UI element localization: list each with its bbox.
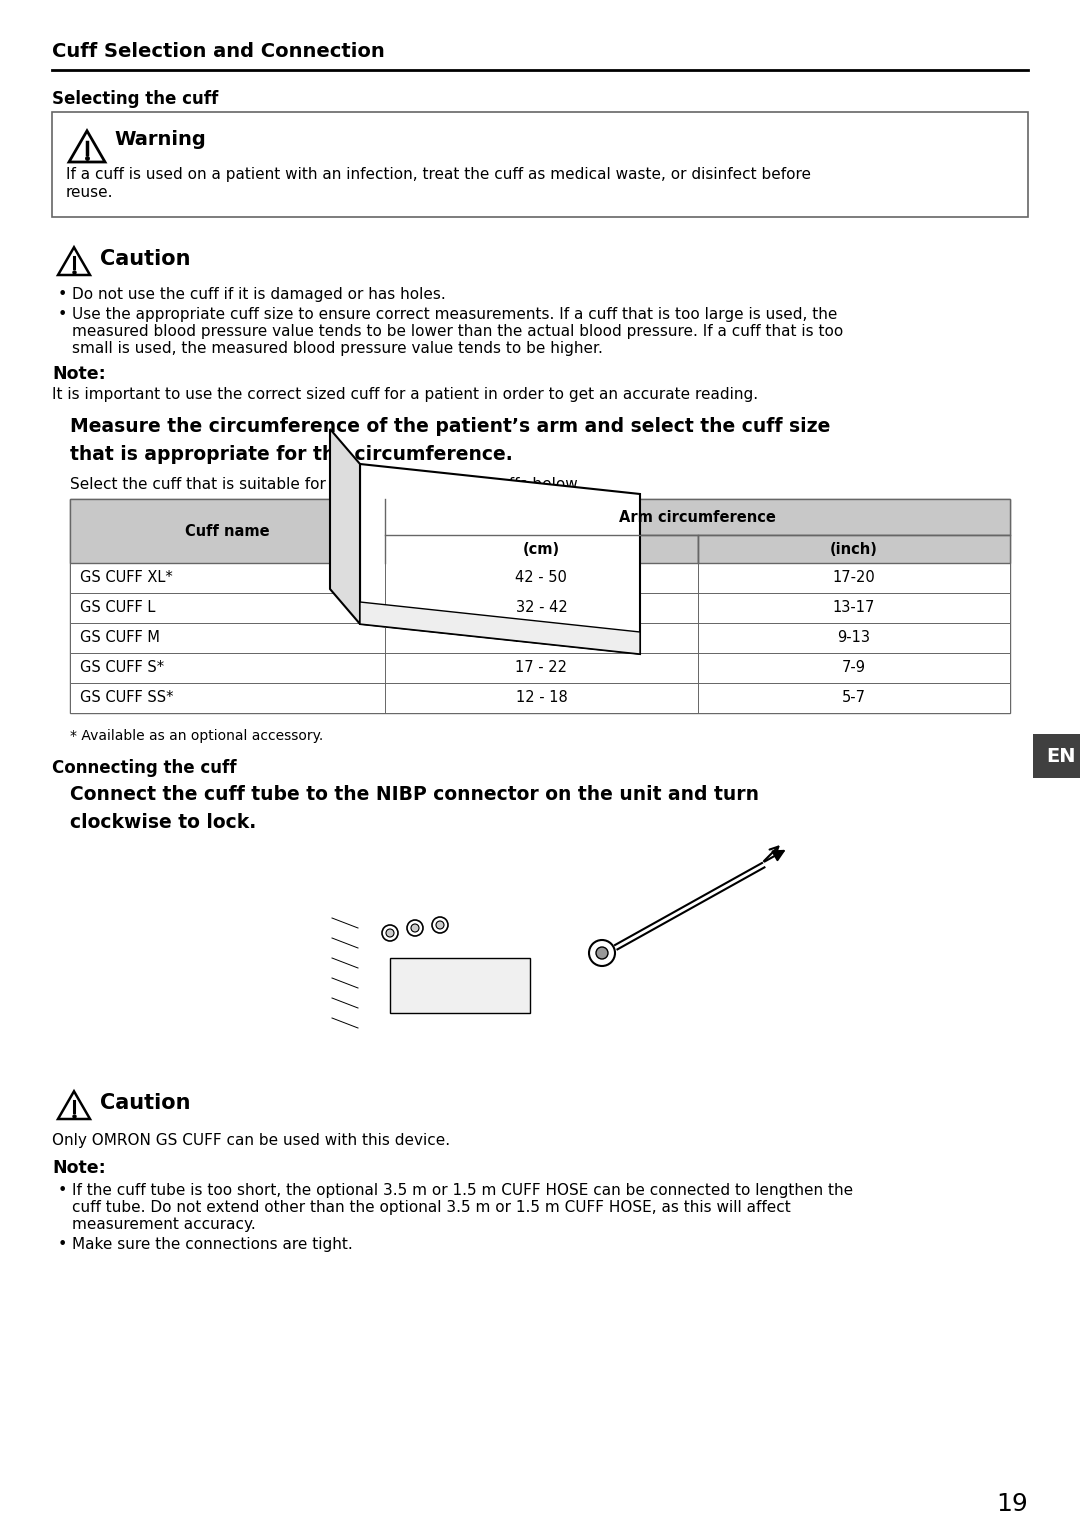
Polygon shape: [360, 602, 640, 654]
Bar: [1032, 734, 1080, 777]
Text: measured blood pressure value tends to be lower than the actual blood pressure. : measured blood pressure value tends to b…: [72, 324, 843, 339]
Circle shape: [407, 919, 423, 936]
Text: (inch): (inch): [831, 542, 878, 556]
Bar: [70, 499, 384, 563]
Text: GS CUFF L: GS CUFF L: [80, 600, 156, 615]
Text: Measure the circumference of the patient’s arm and select the cuff size: Measure the circumference of the patient…: [70, 417, 831, 437]
Text: (cm): (cm): [523, 542, 559, 556]
Text: 17-20: 17-20: [833, 571, 875, 585]
Text: •: •: [58, 307, 67, 322]
Text: Caution: Caution: [100, 1093, 190, 1113]
Polygon shape: [330, 429, 360, 625]
Text: 22 - 32: 22 - 32: [515, 631, 567, 646]
Text: Caution: Caution: [100, 249, 190, 269]
Text: Arm circumference: Arm circumference: [619, 510, 775, 524]
Text: Use the appropriate cuff size to ensure correct measurements. If a cuff that is : Use the appropriate cuff size to ensure …: [72, 307, 837, 322]
Text: EN: EN: [1045, 747, 1076, 765]
Text: Warning: Warning: [114, 130, 206, 150]
Circle shape: [589, 941, 615, 967]
Text: It is important to use the correct sized cuff for a patient in order to get an a: It is important to use the correct sized…: [52, 386, 758, 402]
Text: Note:: Note:: [52, 365, 106, 383]
Text: 9-13: 9-13: [837, 631, 870, 646]
Text: 32 - 42: 32 - 42: [515, 600, 567, 615]
Text: Only OMRON GS CUFF can be used with this device.: Only OMRON GS CUFF can be used with this…: [52, 1133, 450, 1148]
Text: GS CUFF S*: GS CUFF S*: [80, 661, 164, 675]
Text: Make sure the connections are tight.: Make sure the connections are tight.: [72, 1237, 353, 1252]
Bar: [70, 654, 1010, 683]
Text: •: •: [58, 287, 67, 302]
Text: GS CUFF XL*: GS CUFF XL*: [80, 571, 173, 585]
Text: •: •: [58, 1183, 67, 1199]
Text: Do not use the cuff if it is damaged or has holes.: Do not use the cuff if it is damaged or …: [72, 287, 446, 302]
Text: clockwise to lock.: clockwise to lock.: [70, 812, 256, 832]
Bar: [70, 499, 1010, 713]
Text: reuse.: reuse.: [66, 185, 113, 200]
Text: * Available as an optional accessory.: * Available as an optional accessory.: [70, 728, 323, 744]
Text: 5-7: 5-7: [842, 690, 866, 705]
Text: 42 - 50: 42 - 50: [515, 571, 567, 585]
Text: 7-9: 7-9: [842, 661, 866, 675]
Bar: [698, 534, 1010, 563]
Circle shape: [596, 947, 608, 959]
Text: measurement accuracy.: measurement accuracy.: [72, 1217, 256, 1232]
Text: small is used, the measured blood pressure value tends to be higher.: small is used, the measured blood pressu…: [72, 341, 603, 356]
Bar: [70, 683, 1010, 713]
Bar: [390, 957, 530, 1012]
Text: 19: 19: [996, 1492, 1028, 1516]
Circle shape: [432, 918, 448, 933]
Circle shape: [386, 928, 394, 938]
Circle shape: [436, 921, 444, 928]
Text: Connect the cuff tube to the NIBP connector on the unit and turn: Connect the cuff tube to the NIBP connec…: [70, 785, 759, 805]
Text: Selecting the cuff: Selecting the cuff: [52, 90, 218, 108]
Bar: [70, 592, 1010, 623]
Polygon shape: [58, 247, 90, 275]
Text: GS CUFF SS*: GS CUFF SS*: [80, 690, 174, 705]
Bar: [70, 623, 1010, 654]
Text: •: •: [58, 1237, 67, 1252]
Text: Cuff name: Cuff name: [185, 524, 270, 539]
Text: Cuff Selection and Connection: Cuff Selection and Connection: [52, 43, 384, 61]
Text: 17 - 22: 17 - 22: [515, 661, 567, 675]
Polygon shape: [69, 131, 105, 162]
Text: that is appropriate for the circumference.: that is appropriate for the circumferenc…: [70, 444, 513, 464]
Polygon shape: [58, 1092, 90, 1119]
Text: Note:: Note:: [52, 1159, 106, 1177]
Bar: [70, 563, 1010, 592]
Text: 12 - 18: 12 - 18: [515, 690, 567, 705]
Text: cuff tube. Do not extend other than the optional 3.5 m or 1.5 m CUFF HOSE, as th: cuff tube. Do not extend other than the …: [72, 1200, 791, 1215]
Bar: [384, 534, 698, 563]
Circle shape: [411, 924, 419, 931]
Circle shape: [382, 925, 399, 941]
Bar: [384, 499, 1010, 534]
Text: GS CUFF M: GS CUFF M: [80, 631, 160, 646]
Text: 13-17: 13-17: [833, 600, 875, 615]
Text: If the cuff tube is too short, the optional 3.5 m or 1.5 m CUFF HOSE can be conn: If the cuff tube is too short, the optio…: [72, 1183, 853, 1199]
Text: Select the cuff that is suitable for the patient from the cuffs below.: Select the cuff that is suitable for the…: [70, 476, 581, 492]
Text: If a cuff is used on a patient with an infection, treat the cuff as medical wast: If a cuff is used on a patient with an i…: [66, 166, 811, 182]
Polygon shape: [360, 464, 640, 654]
Bar: [52, 111, 1028, 217]
Text: Connecting the cuff: Connecting the cuff: [52, 759, 237, 777]
